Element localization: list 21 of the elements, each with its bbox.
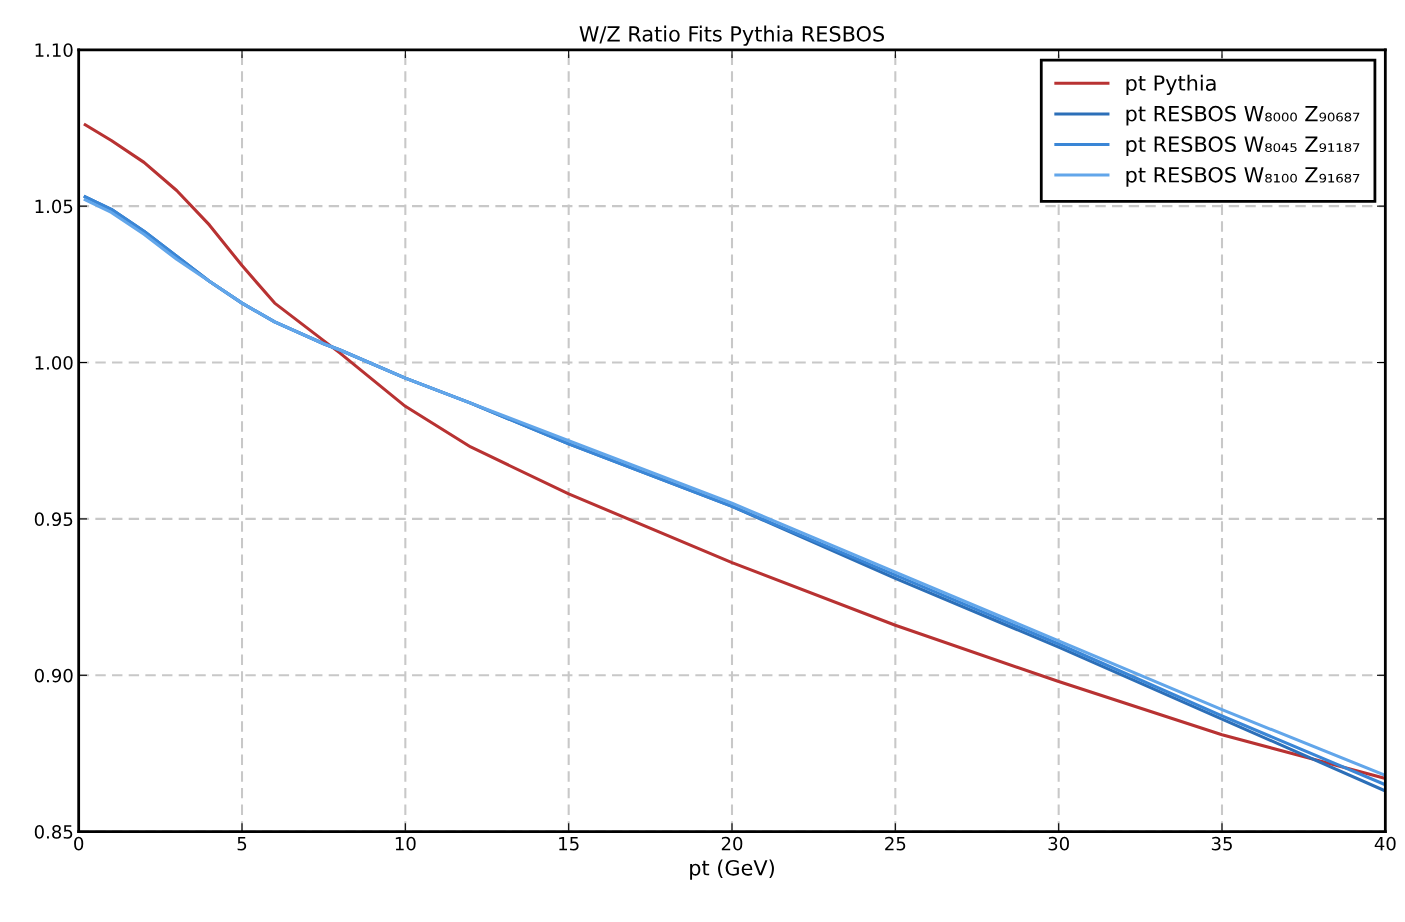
- legend-label: pt Pythia: [1126, 74, 1216, 95]
- y-tick-label: 0.85: [34, 825, 73, 839]
- y-tick-label: 1.05: [35, 199, 73, 214]
- x-tick-label: 0: [74, 836, 84, 851]
- legend-label: pt RESBOS W₈₀₄₅ Z₉₁₁₈₇: [1126, 136, 1360, 157]
- x-tick-label: 25: [885, 836, 906, 851]
- x-axis-title: pt (GeV): [690, 859, 774, 880]
- chart-title: W/Z Ratio Fits Pythia RESBOS: [579, 25, 885, 46]
- legend-label: pt RESBOS W₈₀₀₀ Z₉₀₆₈₇: [1126, 105, 1360, 126]
- x-tick-label: 15: [559, 837, 579, 851]
- y-tick-label: 0.90: [34, 668, 73, 683]
- x-tick-label: 20: [721, 836, 743, 851]
- y-tick-label: 1.00: [35, 355, 73, 370]
- x-tick-label: 40: [1374, 836, 1396, 851]
- y-tick-label: 0.95: [34, 512, 73, 527]
- x-tick-label: 5: [237, 837, 247, 851]
- x-tick-label: 10: [395, 836, 416, 851]
- x-tick-label: 35: [1211, 836, 1232, 851]
- legend-label: pt RESBOS W₈₁₀₀ Z₉₁₆₈₇: [1126, 166, 1360, 187]
- y-tick-label: 1.10: [35, 43, 73, 57]
- x-tick-label: 30: [1048, 836, 1069, 851]
